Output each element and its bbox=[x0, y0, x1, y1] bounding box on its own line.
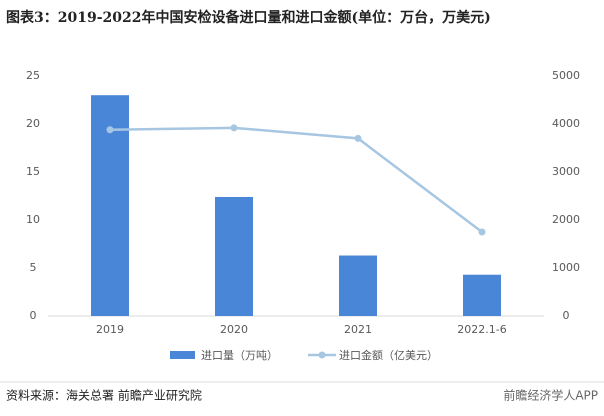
line-marker bbox=[478, 228, 486, 236]
line-marker bbox=[354, 134, 362, 142]
y2-tick-label: 4000 bbox=[552, 117, 580, 130]
y2-tick-label: 3000 bbox=[552, 165, 580, 178]
legend-label: 进口金额（亿美元） bbox=[339, 348, 438, 362]
legend-swatch bbox=[318, 351, 326, 359]
y-tick-label: 0 bbox=[30, 309, 37, 322]
bar bbox=[463, 274, 501, 316]
x-tick-label: 2021 bbox=[344, 323, 372, 336]
line-marker bbox=[106, 126, 114, 134]
bar bbox=[215, 196, 253, 316]
x-tick-label: 2020 bbox=[220, 323, 248, 336]
source: 资料来源：海关总署 前瞻产业研究院 bbox=[6, 388, 202, 403]
y2-tick-label: 2000 bbox=[552, 213, 580, 226]
legend-label: 进口量（万吨） bbox=[201, 349, 278, 362]
x-tick-label: 2019 bbox=[96, 323, 124, 336]
bar bbox=[339, 255, 377, 316]
y-tick-label: 5 bbox=[30, 261, 37, 274]
y-tick-label: 15 bbox=[26, 165, 40, 178]
line-marker bbox=[230, 124, 238, 132]
y-tick-label: 25 bbox=[26, 69, 40, 82]
line bbox=[109, 126, 483, 233]
y2-tick-label: 5000 bbox=[552, 69, 580, 82]
watermark: 前瞻经济学人APP bbox=[503, 388, 598, 403]
y-tick-label: 10 bbox=[26, 213, 40, 226]
y2-tick-label: 0 bbox=[563, 309, 570, 322]
x-tick-label: 2022.1-6 bbox=[457, 323, 506, 336]
chart-title: 图表3：2019-2022年中国安检设备进口量和进口金额(单位：万台，万美元) bbox=[6, 9, 491, 26]
y2-tick-label: 1000 bbox=[552, 261, 580, 274]
y-tick-label: 20 bbox=[26, 117, 40, 130]
legend-swatch bbox=[170, 351, 195, 359]
